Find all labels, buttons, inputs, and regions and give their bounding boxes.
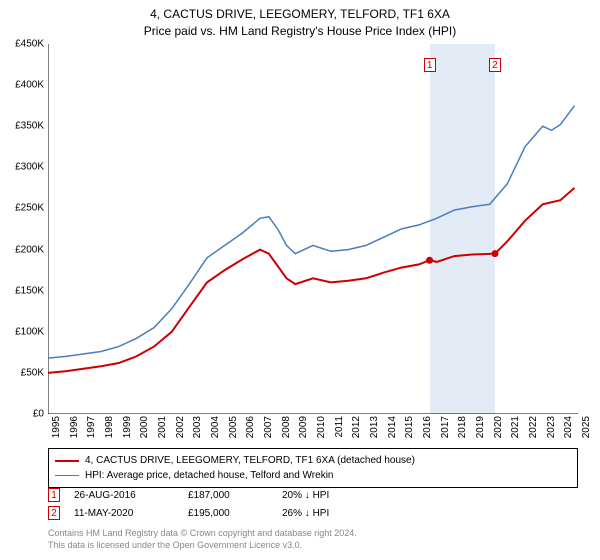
sale-marker-label: 2 bbox=[489, 58, 501, 72]
x-tick-label: 2020 bbox=[493, 416, 504, 446]
chart-svg bbox=[48, 44, 578, 414]
x-tick-label: 2021 bbox=[510, 416, 521, 446]
legend-item: 4, CACTUS DRIVE, LEEGOMERY, TELFORD, TF1… bbox=[55, 453, 571, 468]
x-tick-label: 2023 bbox=[546, 416, 557, 446]
x-tick-label: 2004 bbox=[210, 416, 221, 446]
x-tick-label: 1998 bbox=[104, 416, 115, 446]
x-tick-label: 2011 bbox=[334, 416, 345, 446]
x-tick-label: 2003 bbox=[192, 416, 203, 446]
sales-table: 1 26-AUG-2016 £187,000 20% ↓ HPI 2 11-MAY-202… bbox=[48, 486, 578, 522]
y-tick-label: £250K bbox=[15, 203, 44, 214]
title-block: 4, CACTUS DRIVE, LEEGOMERY, TELFORD, TF1… bbox=[0, 0, 600, 40]
y-tick-label: £50K bbox=[21, 367, 44, 378]
footer-line1: Contains HM Land Registry data © Crown c… bbox=[48, 528, 357, 540]
sale-row: 1 26-AUG-2016 £187,000 20% ↓ HPI bbox=[48, 486, 578, 504]
y-tick-label: £400K bbox=[15, 80, 44, 91]
x-tick-label: 2013 bbox=[369, 416, 380, 446]
x-tick-label: 2001 bbox=[157, 416, 168, 446]
sale-price: £187,000 bbox=[188, 490, 268, 501]
legend-swatch bbox=[55, 460, 79, 462]
x-tick-label: 2017 bbox=[440, 416, 451, 446]
x-tick-label: 1999 bbox=[122, 416, 133, 446]
y-tick-label: £150K bbox=[15, 285, 44, 296]
x-tick-label: 2019 bbox=[475, 416, 486, 446]
sale-index: 2 bbox=[48, 506, 60, 520]
axes bbox=[48, 44, 578, 414]
legend-label: HPI: Average price, detached house, Telf… bbox=[85, 468, 334, 483]
x-tick-label: 2002 bbox=[175, 416, 186, 446]
x-tick-label: 2012 bbox=[351, 416, 362, 446]
y-tick-label: £350K bbox=[15, 121, 44, 132]
x-tick-label: 2015 bbox=[404, 416, 415, 446]
sale-date: 11-MAY-2020 bbox=[74, 508, 174, 519]
sale-point bbox=[491, 250, 498, 257]
x-tick-label: 2008 bbox=[281, 416, 292, 446]
x-tick-label: 2000 bbox=[139, 416, 150, 446]
sale-point bbox=[426, 257, 433, 264]
x-tick-label: 1996 bbox=[69, 416, 80, 446]
x-tick-label: 2016 bbox=[422, 416, 433, 446]
x-tick-label: 2025 bbox=[581, 416, 592, 446]
legend-swatch bbox=[55, 475, 79, 476]
x-tick-label: 2006 bbox=[245, 416, 256, 446]
sale-price: £195,000 bbox=[188, 508, 268, 519]
legend: 4, CACTUS DRIVE, LEEGOMERY, TELFORD, TF1… bbox=[48, 448, 578, 488]
y-tick-label: £300K bbox=[15, 162, 44, 173]
sale-diff: 20% ↓ HPI bbox=[282, 490, 392, 501]
y-tick-label: £450K bbox=[15, 39, 44, 50]
y-tick-label: £0 bbox=[33, 409, 44, 420]
x-tick-label: 2005 bbox=[228, 416, 239, 446]
footer: Contains HM Land Registry data © Crown c… bbox=[48, 528, 357, 551]
x-tick-label: 2010 bbox=[316, 416, 327, 446]
title-line2: Price paid vs. HM Land Registry's House … bbox=[0, 23, 600, 40]
chart-container: 4, CACTUS DRIVE, LEEGOMERY, TELFORD, TF1… bbox=[0, 0, 600, 560]
legend-item: HPI: Average price, detached house, Telf… bbox=[55, 468, 571, 483]
series-hpi bbox=[48, 106, 575, 358]
title-line1: 4, CACTUS DRIVE, LEEGOMERY, TELFORD, TF1… bbox=[0, 6, 600, 23]
sale-index: 1 bbox=[48, 488, 60, 502]
legend-label: 4, CACTUS DRIVE, LEEGOMERY, TELFORD, TF1… bbox=[85, 453, 415, 468]
sale-marker-label: 1 bbox=[424, 58, 436, 72]
sale-date: 26-AUG-2016 bbox=[74, 490, 174, 501]
footer-line2: This data is licensed under the Open Gov… bbox=[48, 540, 357, 552]
series-price_paid bbox=[48, 188, 575, 373]
chart-area: £0£50K£100K£150K£200K£250K£300K£350K£400… bbox=[48, 44, 578, 414]
sale-row: 2 11-MAY-2020 £195,000 26% ↓ HPI bbox=[48, 504, 578, 522]
y-tick-label: £200K bbox=[15, 244, 44, 255]
series-group bbox=[48, 106, 575, 373]
x-tick-label: 2022 bbox=[528, 416, 539, 446]
x-tick-label: 2014 bbox=[387, 416, 398, 446]
x-tick-label: 2024 bbox=[563, 416, 574, 446]
y-tick-label: £100K bbox=[15, 326, 44, 337]
x-tick-label: 1997 bbox=[86, 416, 97, 446]
x-tick-label: 2018 bbox=[457, 416, 468, 446]
x-tick-label: 1995 bbox=[51, 416, 62, 446]
x-tick-label: 2009 bbox=[298, 416, 309, 446]
x-tick-label: 2007 bbox=[263, 416, 274, 446]
sale-diff: 26% ↓ HPI bbox=[282, 508, 392, 519]
